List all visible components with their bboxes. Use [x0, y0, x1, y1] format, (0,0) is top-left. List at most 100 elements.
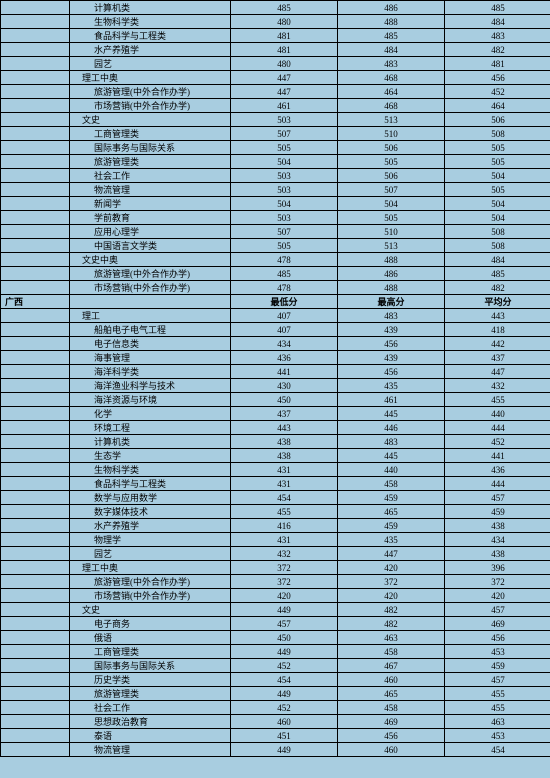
- name-cell: 海洋科学类: [70, 365, 231, 379]
- table-row: 生物科学类431440436: [1, 463, 550, 477]
- table-row: 理工中奥447468456: [1, 71, 550, 85]
- max-cell: 467: [338, 659, 445, 673]
- min-cell: 441: [231, 365, 338, 379]
- table-row: 思想政治教育460469463: [1, 715, 550, 729]
- avg-cell: 453: [445, 645, 550, 659]
- blank-cell: [1, 505, 70, 519]
- blank-cell: [1, 687, 70, 701]
- min-cell: 430: [231, 379, 338, 393]
- avg-cell: 457: [445, 603, 550, 617]
- blank-cell: [1, 323, 70, 337]
- min-cell: 431: [231, 533, 338, 547]
- blank-cell: [1, 29, 70, 43]
- blank-cell: [1, 309, 70, 323]
- min-cell: 503: [231, 211, 338, 225]
- name-cell: 园艺: [70, 57, 231, 71]
- blank-cell: [1, 631, 70, 645]
- min-cell: 438: [231, 435, 338, 449]
- min-cell: 372: [231, 575, 338, 589]
- min-cell: 450: [231, 393, 338, 407]
- name-cell: 理工中奥: [70, 561, 231, 575]
- blank-cell: [1, 113, 70, 127]
- table-row: 数学与应用数学454459457: [1, 491, 550, 505]
- blank-cell: [1, 253, 70, 267]
- max-cell: 456: [338, 365, 445, 379]
- max-cell: 456: [338, 337, 445, 351]
- max-cell: 440: [338, 463, 445, 477]
- name-cell: 学前教育: [70, 211, 231, 225]
- max-cell: 485: [338, 29, 445, 43]
- blank-cell: [1, 463, 70, 477]
- avg-cell: 508: [445, 239, 550, 253]
- name-cell: 生物科学类: [70, 463, 231, 477]
- table-row: 理工407483443: [1, 309, 550, 323]
- avg-cell: 506: [445, 113, 550, 127]
- table-row: 化学437445440: [1, 407, 550, 421]
- avg-cell: 482: [445, 43, 550, 57]
- avg-cell: 442: [445, 337, 550, 351]
- blank-cell: [1, 85, 70, 99]
- name-cell: 计算机类: [70, 1, 231, 15]
- min-cell: 481: [231, 29, 338, 43]
- name-cell: 园艺: [70, 547, 231, 561]
- min-cell: 507: [231, 127, 338, 141]
- name-cell: 理工: [70, 309, 231, 323]
- table-row: 物流管理503507505: [1, 183, 550, 197]
- blank-cell: [1, 239, 70, 253]
- avg-header: 平均分: [445, 295, 550, 309]
- max-cell: 488: [338, 253, 445, 267]
- blank-cell: [1, 281, 70, 295]
- table-row: 电子信息类434456442: [1, 337, 550, 351]
- min-cell: 485: [231, 267, 338, 281]
- avg-cell: 420: [445, 589, 550, 603]
- name-cell: 文史中奥: [70, 253, 231, 267]
- blank-cell: [1, 729, 70, 743]
- blank-cell: [1, 519, 70, 533]
- max-header: 最高分: [338, 295, 445, 309]
- max-cell: 483: [338, 57, 445, 71]
- name-cell: 生态学: [70, 449, 231, 463]
- name-header: [70, 295, 231, 309]
- table-row: 工商管理类449458453: [1, 645, 550, 659]
- name-cell: 电子信息类: [70, 337, 231, 351]
- name-cell: 泰语: [70, 729, 231, 743]
- max-cell: 458: [338, 477, 445, 491]
- blank-cell: [1, 589, 70, 603]
- table-row: 旅游管理(中外合作办学)485486485: [1, 267, 550, 281]
- name-cell: 市场营销(中外合作办学): [70, 589, 231, 603]
- table-row: 中国语言文学类505513508: [1, 239, 550, 253]
- blank-cell: [1, 435, 70, 449]
- avg-cell: 443: [445, 309, 550, 323]
- blank-cell: [1, 127, 70, 141]
- table-row: 泰语451456453: [1, 729, 550, 743]
- blank-cell: [1, 575, 70, 589]
- blank-cell: [1, 71, 70, 85]
- max-cell: 505: [338, 155, 445, 169]
- table-row: 计算机类438483452: [1, 435, 550, 449]
- max-cell: 435: [338, 379, 445, 393]
- max-cell: 446: [338, 421, 445, 435]
- blank-cell: [1, 603, 70, 617]
- name-cell: 文史: [70, 113, 231, 127]
- max-cell: 510: [338, 127, 445, 141]
- avg-cell: 436: [445, 463, 550, 477]
- avg-cell: 396: [445, 561, 550, 575]
- name-cell: 环境工程: [70, 421, 231, 435]
- blank-cell: [1, 1, 70, 15]
- max-cell: 445: [338, 449, 445, 463]
- min-cell: 504: [231, 155, 338, 169]
- name-cell: 物理学: [70, 533, 231, 547]
- avg-cell: 441: [445, 449, 550, 463]
- avg-cell: 453: [445, 729, 550, 743]
- avg-cell: 504: [445, 169, 550, 183]
- avg-cell: 464: [445, 99, 550, 113]
- name-cell: 新闻学: [70, 197, 231, 211]
- table-row: 旅游管理(中外合作办学)447464452: [1, 85, 550, 99]
- max-cell: 420: [338, 589, 445, 603]
- max-cell: 483: [338, 309, 445, 323]
- min-cell: 447: [231, 85, 338, 99]
- max-cell: 488: [338, 15, 445, 29]
- blank-cell: [1, 351, 70, 365]
- avg-cell: 484: [445, 253, 550, 267]
- name-cell: 工商管理类: [70, 127, 231, 141]
